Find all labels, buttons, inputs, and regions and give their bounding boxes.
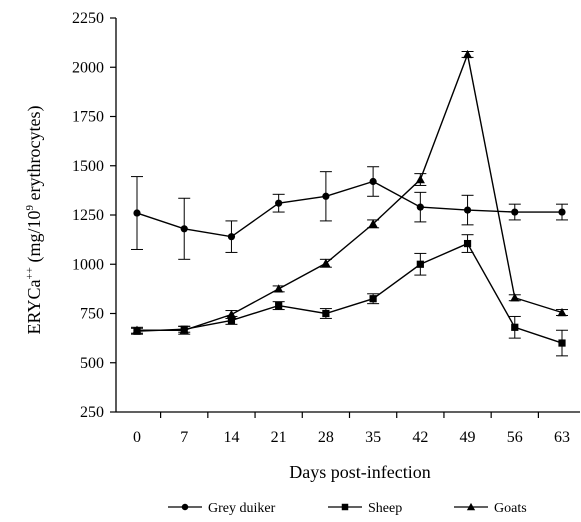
y-tick-label: 750 <box>80 306 104 323</box>
x-axis-ticks: 0 7 14 21 28 35 42 49 56 63 <box>133 412 570 446</box>
chart-axes <box>115 18 580 413</box>
data-point-grey-duiker <box>180 225 188 233</box>
series-goats <box>131 49 568 335</box>
data-point-grey-duiker <box>369 177 377 186</box>
y-axis-title: ERYCa++ (mg/109 erythrocytes) <box>24 106 45 335</box>
x-tick-label: 7 <box>180 429 188 446</box>
series-layer <box>131 49 568 357</box>
legend-label: Goats <box>494 501 527 516</box>
y-tick-label: 1000 <box>72 256 104 273</box>
legend-marker <box>466 502 476 511</box>
legend-marker <box>341 503 349 511</box>
data-point-grey-duiker <box>463 206 472 214</box>
y-axis-title-unit-close: erythrocytes) <box>24 106 45 205</box>
data-point-goats <box>415 174 425 184</box>
legend-item-goats: Goats <box>454 501 527 516</box>
data-point-grey-duiker <box>322 192 330 200</box>
data-point-goats <box>132 325 142 334</box>
x-tick-label: 28 <box>318 429 334 446</box>
legend-label: Grey duiker <box>208 501 276 516</box>
data-point-goats <box>179 325 189 334</box>
data-point-goats <box>321 258 331 267</box>
legend-item-grey-duiker: Grey duiker <box>168 501 276 516</box>
y-axis-title-unit-open: (mg/10 <box>24 211 45 268</box>
legend-marker <box>181 503 189 511</box>
y-tick-label: 1500 <box>72 158 104 175</box>
y-axis-title-base: ERYCa <box>24 279 44 334</box>
legend-label: Sheep <box>368 501 402 516</box>
data-point-sheep <box>227 316 236 324</box>
series-sheep <box>131 234 568 357</box>
y-axis-title-unit-superscript: 9 <box>24 205 36 211</box>
data-point-grey-duiker <box>133 209 141 217</box>
data-point-grey-duiker <box>275 199 283 207</box>
data-point-grey-duiker <box>227 233 236 241</box>
data-point-goats <box>510 293 520 302</box>
x-tick-label: 56 <box>507 429 523 446</box>
y-axis-title-base-superscript: ++ <box>24 267 36 279</box>
y-axis-ticks: 250 500 750 1000 1250 1500 1750 2000 2250 <box>72 10 116 421</box>
y-tick-label: 1250 <box>72 207 104 224</box>
series-grey-duiker <box>131 166 568 260</box>
series-line-sheep <box>136 242 563 344</box>
data-point-goats <box>274 284 284 293</box>
y-tick-label: 250 <box>80 404 104 421</box>
x-tick-label: 35 <box>365 429 381 446</box>
x-tick-label: 21 <box>271 429 287 446</box>
y-tick-label: 500 <box>80 355 104 372</box>
data-point-goats <box>462 49 473 59</box>
legend-item-sheep: Sheep <box>328 501 402 516</box>
series-line-goats <box>137 51 563 331</box>
y-tick-label: 1750 <box>72 109 104 126</box>
x-tick-label: 63 <box>554 429 570 446</box>
data-point-sheep <box>558 339 566 347</box>
data-point-goats <box>557 307 567 317</box>
data-point-grey-duiker <box>416 203 424 211</box>
series-line-grey-duiker <box>136 180 562 238</box>
data-point-goats <box>226 309 237 319</box>
data-point-sheep <box>322 309 330 318</box>
data-point-sheep <box>416 260 424 268</box>
data-point-sheep <box>369 295 377 303</box>
x-tick-label: 49 <box>460 429 476 446</box>
data-point-goats <box>368 219 378 228</box>
x-axis-title: Days post-infection <box>289 462 430 482</box>
y-tick-label: 2000 <box>72 59 104 76</box>
legend: Grey duiker Sheep Goats <box>168 501 527 516</box>
data-point-sheep <box>275 302 283 310</box>
x-tick-label: 0 <box>133 429 141 446</box>
data-point-sheep <box>511 323 519 331</box>
y-tick-label: 2250 <box>72 10 104 27</box>
data-point-sheep <box>463 239 472 248</box>
x-tick-label: 42 <box>412 429 428 446</box>
data-point-grey-duiker <box>511 208 519 216</box>
x-tick-label: 14 <box>223 429 239 446</box>
data-point-grey-duiker <box>558 208 566 216</box>
